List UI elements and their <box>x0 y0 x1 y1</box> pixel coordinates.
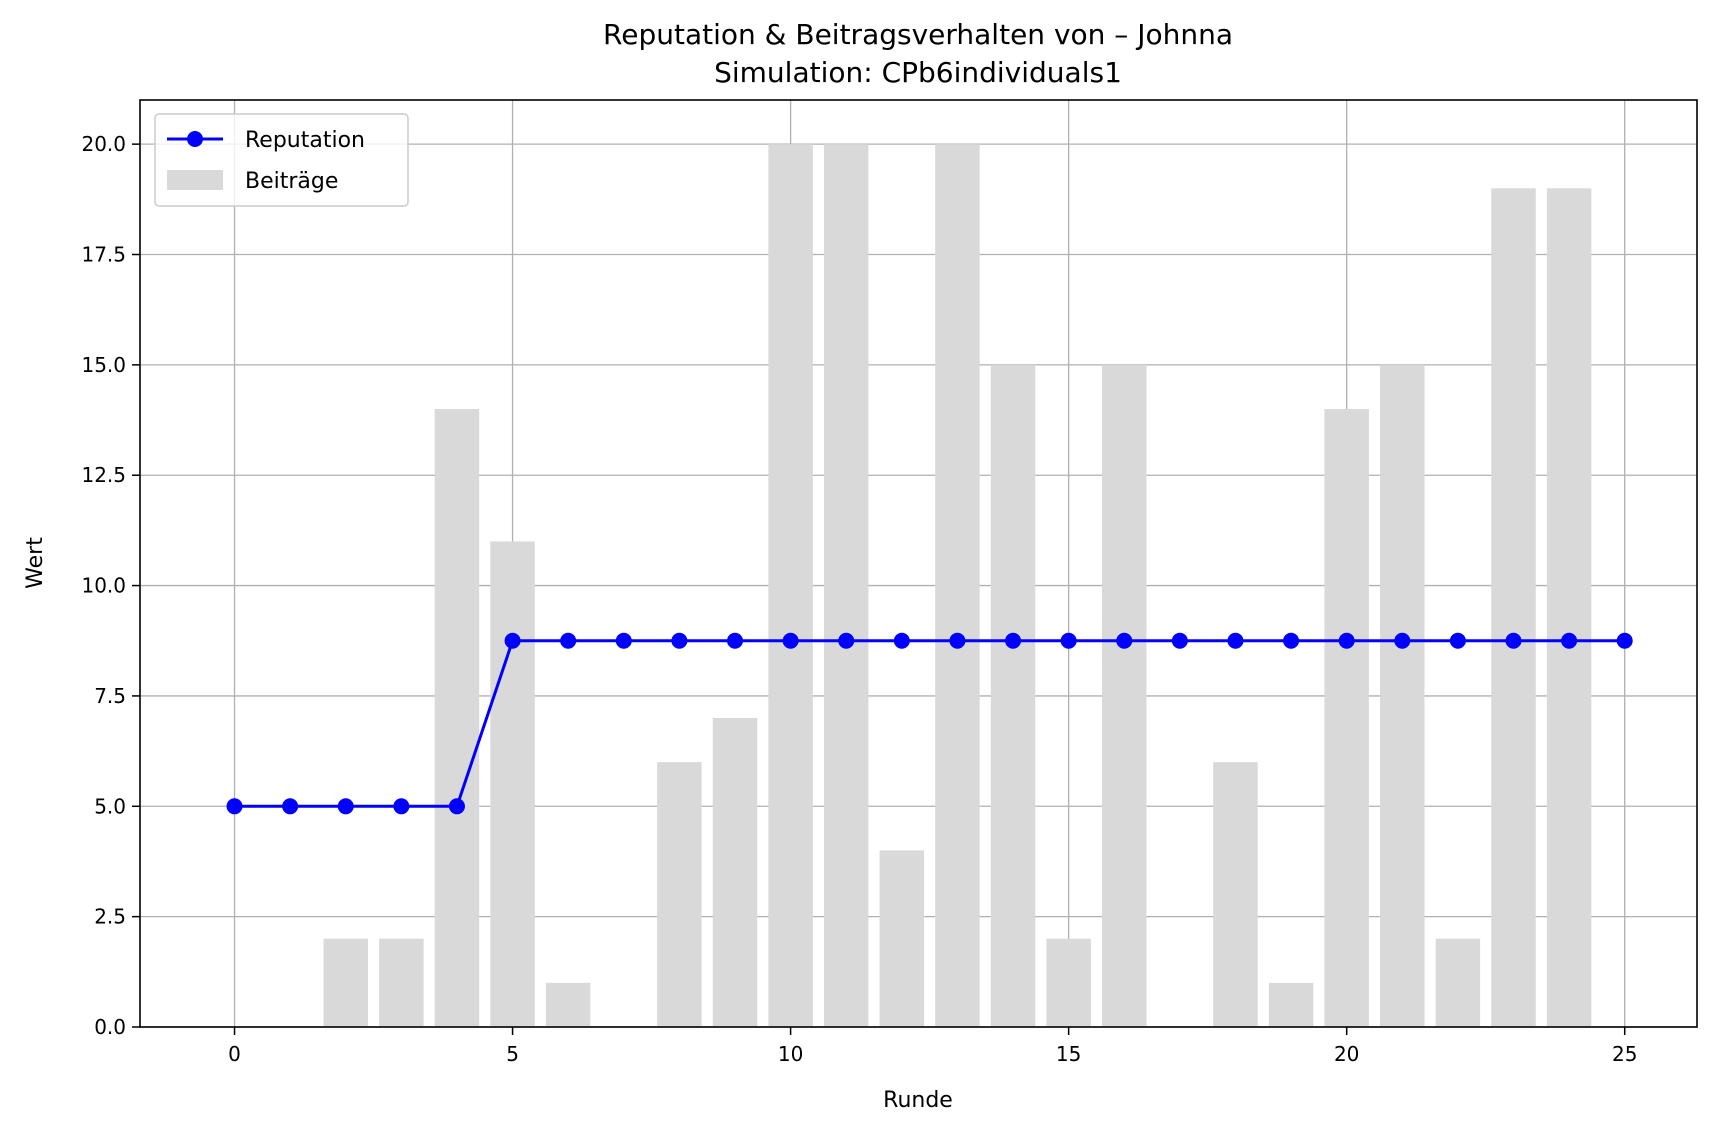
legend: Reputation Beiträge <box>154 113 409 207</box>
contribution-bar <box>1491 188 1536 1028</box>
y-axis-label: Wert <box>23 537 48 589</box>
reputation-point <box>393 798 410 815</box>
y-tick-label: 17.5 <box>81 243 126 267</box>
y-tick-label: 12.5 <box>81 463 126 487</box>
contribution-bar <box>768 144 813 1028</box>
x-tick-label: 5 <box>506 1042 519 1066</box>
reputation-point <box>504 632 521 649</box>
reputation-point <box>782 632 799 649</box>
reputation-point <box>337 798 354 815</box>
reputation-point <box>1227 632 1244 649</box>
contribution-bars <box>323 144 1592 1028</box>
y-tick-label: 2.5 <box>94 905 126 929</box>
reputation-point <box>1283 632 1300 649</box>
contribution-bar <box>1213 762 1258 1027</box>
reputation-point <box>1449 632 1466 649</box>
y-tick-label: 20.0 <box>81 132 126 156</box>
contribution-bar <box>1324 409 1369 1027</box>
reputation-point <box>1338 632 1355 649</box>
reputation-point <box>1005 632 1022 649</box>
reputation-point <box>615 632 632 649</box>
contribution-bar <box>490 541 535 1027</box>
contribution-bar <box>323 938 368 1027</box>
x-tick-label: 15 <box>1056 1042 1081 1066</box>
reputation-point <box>726 632 743 649</box>
contribution-bar <box>1268 982 1314 1027</box>
x-axis-ticks: 0 5 10 15 20 25 <box>228 1027 1637 1066</box>
contribution-bar <box>1380 364 1425 1027</box>
contribution-bar <box>1046 938 1091 1027</box>
legend-contributions-swatch <box>167 170 223 190</box>
contribution-bar <box>935 144 980 1028</box>
y-axis-ticks: 0.0 2.5 5.0 7.5 10.0 12.5 15.0 17.5 20.0 <box>81 132 140 1039</box>
reputation-point <box>1505 632 1522 649</box>
x-tick-label: 25 <box>1612 1042 1637 1066</box>
contribution-bar <box>434 409 480 1027</box>
contribution-bar <box>712 718 758 1027</box>
reputation-point <box>893 632 910 649</box>
reputation-line <box>234 639 1625 808</box>
contribution-bar <box>823 144 869 1028</box>
reputation-point <box>1116 632 1133 649</box>
reputation-point <box>838 632 855 649</box>
reputation-point <box>1060 632 1077 649</box>
y-tick-label: 0.0 <box>94 1015 126 1039</box>
contribution-bar <box>1102 364 1147 1027</box>
reputation-point <box>1616 632 1633 649</box>
chart-subtitle: Simulation: CPb6individuals1 <box>714 56 1122 89</box>
x-tick-label: 0 <box>228 1042 241 1066</box>
x-tick-label: 20 <box>1334 1042 1359 1066</box>
plot-area-frame <box>139 99 1698 1028</box>
legend-contributions-label: Beiträge <box>245 169 338 194</box>
legend-reputation-label: Reputation <box>245 128 365 153</box>
reputation-point <box>949 632 966 649</box>
reputation-point <box>448 798 465 815</box>
contribution-bar <box>1546 188 1592 1028</box>
reputation-series <box>226 632 1633 815</box>
contribution-bar <box>379 938 424 1027</box>
y-tick-label: 7.5 <box>94 684 126 708</box>
x-axis-label: Runde <box>883 1088 953 1113</box>
x-tick-label: 10 <box>778 1042 803 1066</box>
reputation-point <box>671 632 688 649</box>
reputation-point <box>560 632 577 649</box>
legend-reputation-marker <box>187 131 203 147</box>
chart-title: Reputation & Beitragsverhalten von – Joh… <box>603 18 1233 51</box>
y-tick-label: 5.0 <box>94 794 126 818</box>
contribution-bar <box>990 364 1036 1027</box>
y-tick-label: 10.0 <box>81 574 126 598</box>
y-tick-label: 15.0 <box>81 353 126 377</box>
reputation-point <box>282 798 299 815</box>
contribution-bar <box>1435 938 1481 1027</box>
reputation-point <box>1561 632 1578 649</box>
reputation-point <box>226 798 243 815</box>
reputation-point <box>1394 632 1411 649</box>
contribution-bar <box>879 850 925 1027</box>
contribution-bar <box>657 762 702 1027</box>
contribution-bar <box>545 982 591 1027</box>
reputation-point <box>1171 632 1188 649</box>
